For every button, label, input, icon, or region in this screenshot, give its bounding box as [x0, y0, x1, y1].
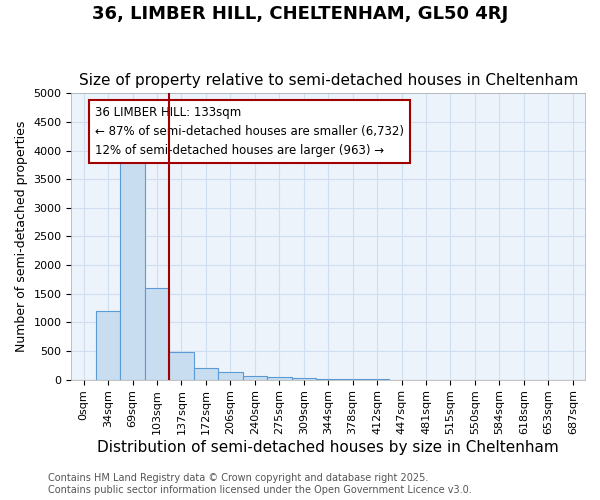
Bar [267, 378, 292, 380]
X-axis label: Distribution of semi-detached houses by size in Cheltenham: Distribution of semi-detached houses by … [97, 440, 559, 455]
Title: Size of property relative to semi-detached houses in Cheltenham: Size of property relative to semi-detach… [79, 73, 578, 88]
Bar [121, 148, 145, 380]
Bar [96, 311, 121, 380]
Y-axis label: Number of semi-detached properties: Number of semi-detached properties [15, 121, 28, 352]
Bar [242, 376, 267, 380]
Bar [292, 378, 316, 380]
Bar [316, 379, 340, 380]
Bar [169, 352, 194, 380]
Bar [194, 368, 218, 380]
Text: 36 LIMBER HILL: 133sqm
← 87% of semi-detached houses are smaller (6,732)
12% of : 36 LIMBER HILL: 133sqm ← 87% of semi-det… [95, 106, 404, 157]
Text: Contains HM Land Registry data © Crown copyright and database right 2025.
Contai: Contains HM Land Registry data © Crown c… [48, 474, 472, 495]
Bar [218, 372, 242, 380]
Text: 36, LIMBER HILL, CHELTENHAM, GL50 4RJ: 36, LIMBER HILL, CHELTENHAM, GL50 4RJ [92, 5, 508, 23]
Bar [145, 288, 169, 380]
